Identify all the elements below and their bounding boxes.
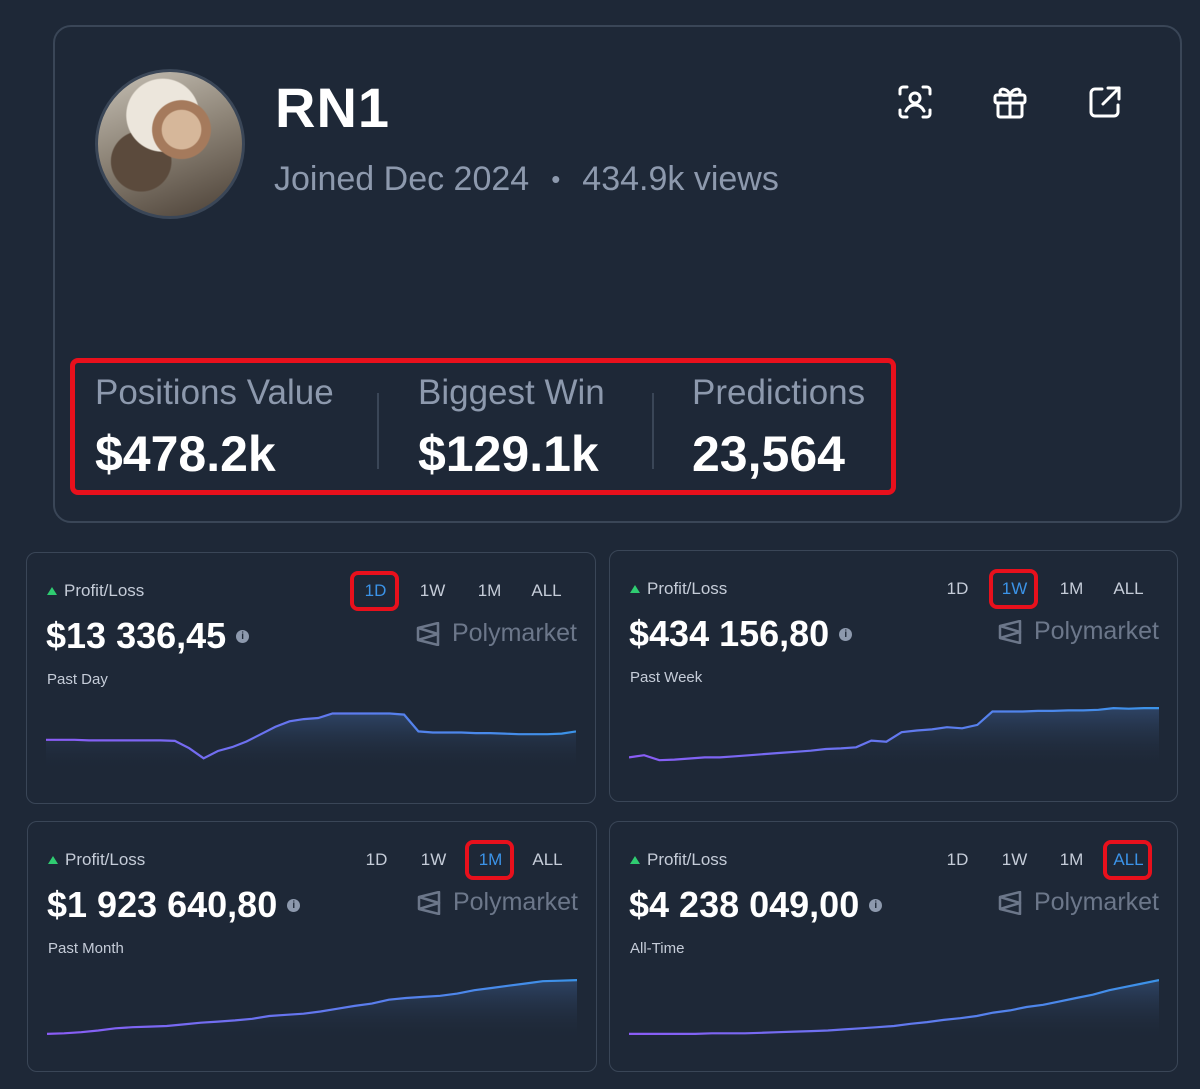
- tab-all[interactable]: ALL: [532, 850, 563, 869]
- polymarket-brand: Polymarket: [417, 888, 578, 917]
- timeframe-tabs: 1D 1W 1M ALL: [348, 840, 576, 880]
- brand-name: Polymarket: [1033, 888, 1159, 916]
- up-arrow-icon: [47, 587, 57, 595]
- pnl-value-row: $1 923 640,80 i: [47, 884, 301, 926]
- chart-line: [46, 712, 576, 760]
- meta-separator: •: [551, 164, 561, 194]
- pnl-chart: [46, 712, 576, 771]
- username: RN1: [275, 76, 391, 139]
- tab-1m[interactable]: 1M: [1059, 850, 1084, 869]
- chart-area: [629, 708, 1159, 769]
- tab-1m[interactable]: 1M: [462, 840, 519, 880]
- profile-card: RN1 Joined Dec 2024 • 434.9k views Posit…: [53, 25, 1182, 523]
- brand-name: Polymarket: [451, 619, 577, 647]
- tab-1d[interactable]: 1D: [347, 571, 404, 611]
- stat-label: Positions Value: [95, 373, 334, 412]
- polymarket-brand: Polymarket: [998, 888, 1159, 917]
- chart-line: [629, 979, 1159, 1035]
- pnl-period: All-Time: [630, 940, 685, 957]
- stat-biggest-win: Biggest Win $129.1k: [418, 373, 605, 483]
- pnl-title: Profit/Loss: [64, 581, 145, 600]
- pnl-header: Profit/Loss: [630, 850, 727, 870]
- pnl-card: Profit/Loss 1D 1W 1M ALL $4 238 049,00 i Po…: [609, 821, 1178, 1072]
- info-icon[interactable]: i: [236, 629, 250, 643]
- pnl-value: $4 238 049,00: [629, 884, 860, 925]
- up-arrow-icon: [630, 856, 640, 864]
- timeframe-tabs: 1D 1W 1M ALL: [929, 840, 1157, 880]
- tab-all[interactable]: ALL: [1113, 579, 1144, 598]
- tab-1d[interactable]: 1D: [365, 850, 388, 869]
- gift-icon[interactable]: [990, 82, 1030, 122]
- tab-1m[interactable]: 1M: [1059, 579, 1084, 598]
- stat-divider: [652, 393, 654, 469]
- pnl-title: Profit/Loss: [65, 850, 146, 869]
- tab-1m[interactable]: 1M: [477, 581, 502, 600]
- stat-value: $129.1k: [418, 426, 599, 482]
- stat-value: $478.2k: [95, 426, 276, 482]
- timeframe-tabs: 1D 1W 1M ALL: [347, 571, 575, 611]
- pnl-title: Profit/Loss: [647, 850, 728, 869]
- chart-line: [47, 979, 577, 1035]
- up-arrow-icon: [630, 585, 640, 593]
- pnl-card: Profit/Loss 1D 1W 1M ALL $434 156,80 i Poly…: [609, 550, 1178, 802]
- pnl-period: Past Day: [47, 671, 108, 688]
- info-icon[interactable]: i: [287, 898, 301, 912]
- joined-date: Joined Dec 2024: [274, 160, 530, 198]
- pnl-card: Profit/Loss 1D 1W 1M ALL $1 923 640,80 i Po…: [27, 821, 597, 1072]
- pnl-value: $434 156,80: [629, 613, 830, 654]
- timeframe-tabs: 1D 1W 1M ALL: [929, 569, 1157, 609]
- view-count: 434.9k views: [582, 160, 779, 198]
- pnl-chart: [47, 979, 577, 1041]
- tab-1w[interactable]: 1W: [419, 581, 446, 600]
- pnl-header: Profit/Loss: [48, 850, 145, 870]
- pnl-value-row: $434 156,80 i: [629, 613, 853, 655]
- pnl-chart: [629, 979, 1159, 1041]
- profile-scan-icon[interactable]: [895, 82, 935, 122]
- polymarket-logo-icon: [998, 619, 1022, 644]
- pnl-header: Profit/Loss: [47, 581, 144, 601]
- tab-1w[interactable]: 1W: [420, 850, 447, 869]
- tab-1d[interactable]: 1D: [946, 850, 969, 869]
- polymarket-logo-icon: [416, 621, 440, 646]
- pnl-title: Profit/Loss: [647, 579, 728, 598]
- stat-label: Predictions: [692, 373, 866, 412]
- pnl-value-row: $13 336,45 i: [46, 615, 250, 657]
- stats-highlight: Positions Value $478.2k Biggest Win $129…: [70, 358, 896, 495]
- stat-divider: [377, 393, 379, 469]
- tab-all[interactable]: ALL: [531, 581, 562, 600]
- pnl-header: Profit/Loss: [630, 579, 727, 599]
- up-arrow-icon: [48, 856, 58, 864]
- tab-1w[interactable]: 1W: [1001, 850, 1028, 869]
- pnl-value-row: $4 238 049,00 i: [629, 884, 883, 926]
- polymarket-brand: Polymarket: [998, 617, 1159, 646]
- tab-1w[interactable]: 1W: [986, 569, 1043, 609]
- stat-label: Biggest Win: [418, 373, 605, 412]
- pnl-value: $13 336,45: [46, 615, 227, 656]
- chart-area: [47, 980, 577, 1041]
- polymarket-brand: Polymarket: [416, 619, 577, 648]
- pnl-chart: [629, 706, 1159, 769]
- pnl-card: Profit/Loss 1D 1W 1M ALL $13 336,45 i Polym…: [26, 552, 596, 804]
- stat-predictions: Predictions 23,564: [692, 373, 865, 483]
- pnl-value: $1 923 640,80: [47, 884, 278, 925]
- info-icon[interactable]: i: [869, 898, 883, 912]
- stat-positions-value: Positions Value $478.2k: [95, 373, 334, 483]
- polymarket-logo-icon: [417, 890, 441, 915]
- polymarket-logo-icon: [998, 890, 1022, 915]
- chart-line: [629, 706, 1159, 762]
- stat-value: 23,564: [692, 426, 845, 482]
- tab-1d[interactable]: 1D: [946, 579, 969, 598]
- tab-all[interactable]: ALL: [1100, 840, 1157, 880]
- brand-name: Polymarket: [1033, 617, 1159, 645]
- pnl-period: Past Month: [48, 940, 124, 957]
- info-icon[interactable]: i: [839, 627, 853, 641]
- avatar[interactable]: [95, 69, 245, 219]
- profile-meta: Joined Dec 2024 • 434.9k views: [274, 160, 779, 199]
- chart-area: [46, 713, 576, 771]
- chart-area: [629, 980, 1159, 1041]
- brand-name: Polymarket: [452, 888, 578, 916]
- pnl-period: Past Week: [630, 669, 703, 686]
- external-link-icon[interactable]: [1085, 82, 1125, 122]
